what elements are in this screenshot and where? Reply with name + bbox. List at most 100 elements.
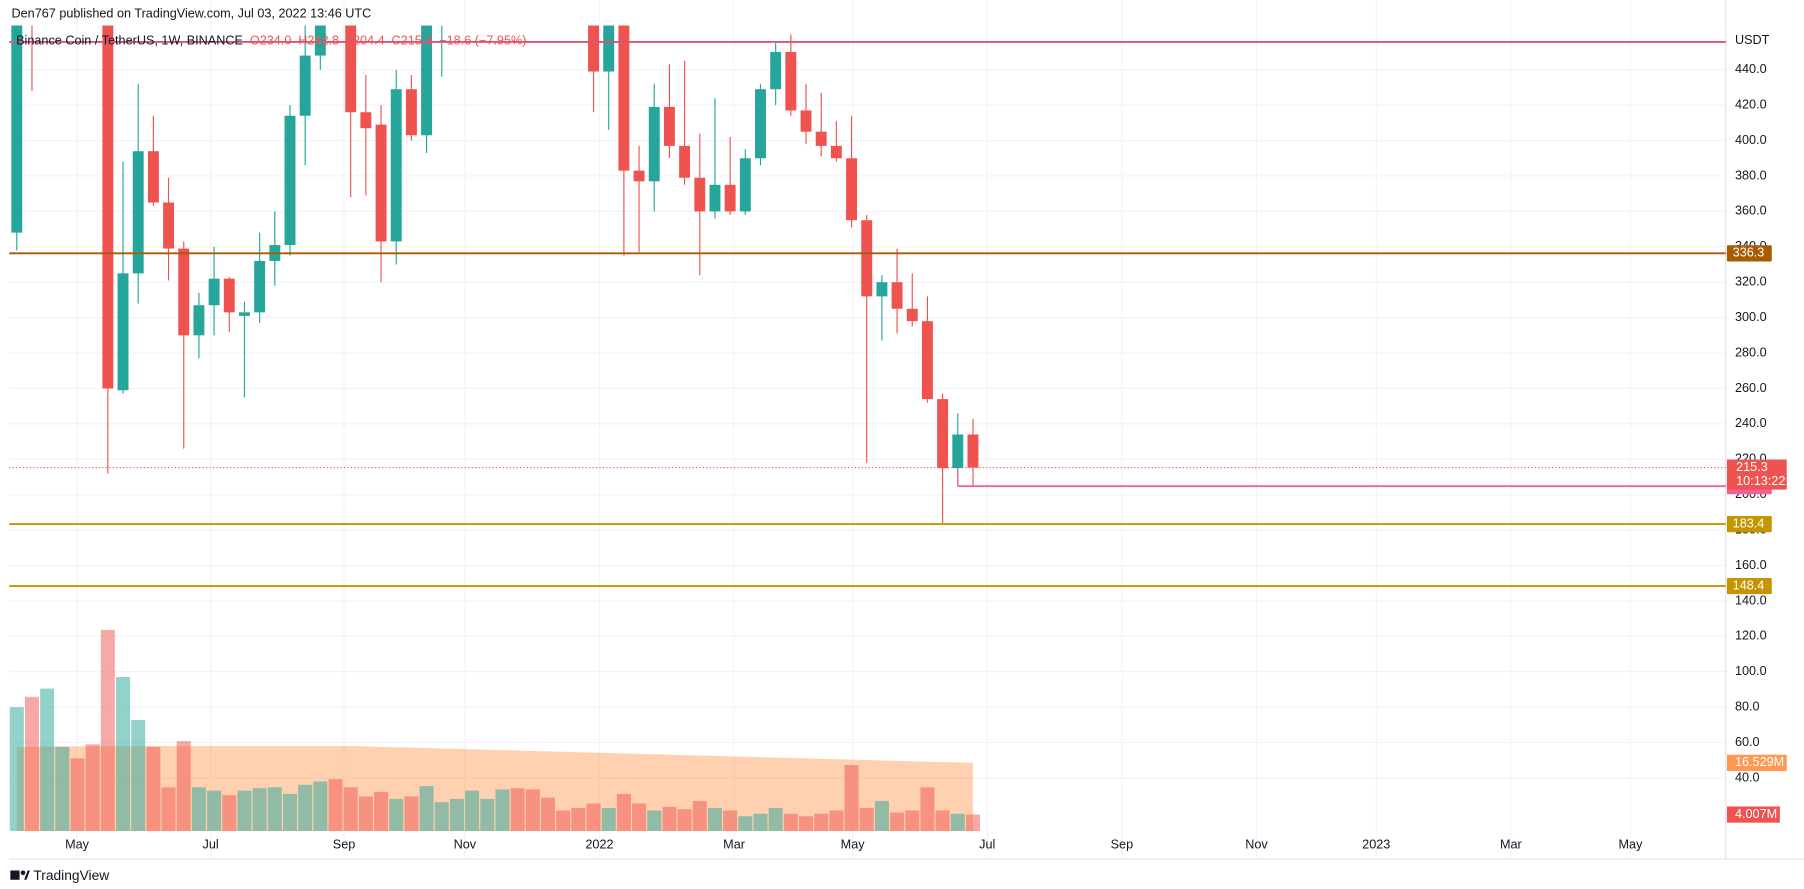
x-tick-label: May bbox=[1619, 837, 1644, 851]
volume-bar bbox=[935, 810, 950, 832]
y-tick-label: 80.0 bbox=[1735, 700, 1760, 714]
volume-badge bbox=[1726, 806, 1780, 823]
volume-bar bbox=[449, 798, 464, 832]
volume-bar bbox=[920, 787, 935, 832]
volume-bar bbox=[298, 784, 313, 832]
candle-body bbox=[967, 434, 979, 468]
candle-body bbox=[876, 282, 888, 297]
candle-body bbox=[603, 25, 615, 72]
x-tick-label: May bbox=[65, 837, 90, 851]
legend-high: H242.8 bbox=[298, 34, 339, 48]
price-badge bbox=[1726, 515, 1772, 533]
candle-body bbox=[117, 273, 129, 391]
legend-close: C215.3 bbox=[392, 34, 433, 48]
volume-bar bbox=[874, 800, 889, 832]
y-tick-label: 100.0 bbox=[1735, 664, 1767, 678]
volume-bar bbox=[510, 788, 525, 832]
volume-ma-badge bbox=[1726, 754, 1787, 771]
x-tick-label: 2023 bbox=[1362, 837, 1390, 851]
brand-logo bbox=[10, 870, 30, 880]
x-tick-label: 2022 bbox=[585, 837, 613, 851]
candle-body bbox=[755, 89, 766, 159]
volume-bar bbox=[723, 810, 738, 832]
volume-bar bbox=[601, 807, 616, 832]
candle-body bbox=[193, 305, 205, 336]
candle-body bbox=[11, 25, 23, 233]
candle-body bbox=[952, 434, 964, 469]
volume-bar bbox=[465, 790, 480, 832]
publisher: Den767 published on TradingView.com, Jul… bbox=[12, 6, 372, 20]
candle-body bbox=[102, 25, 114, 389]
legend-change: −18.6 (−7.95%) bbox=[439, 34, 526, 48]
volume-bar bbox=[525, 789, 540, 832]
candle-body bbox=[679, 145, 691, 178]
candle-body bbox=[588, 25, 599, 72]
candle-body bbox=[633, 170, 645, 182]
candle-body bbox=[421, 25, 433, 136]
volume-bar bbox=[419, 786, 434, 832]
volume-bar bbox=[692, 800, 707, 832]
volume-bar bbox=[814, 813, 829, 832]
candle-body bbox=[345, 25, 357, 113]
candle-body bbox=[937, 399, 949, 469]
candle-body bbox=[405, 89, 417, 136]
volume-bar bbox=[556, 810, 571, 832]
volume-bar bbox=[237, 790, 252, 832]
x-tick-label: Mar bbox=[723, 837, 746, 851]
candle-body bbox=[284, 115, 296, 246]
candle-body bbox=[906, 308, 918, 322]
candle-body bbox=[132, 151, 144, 274]
price-badge-label: 336.3 bbox=[1733, 246, 1765, 260]
volume-bar bbox=[358, 796, 373, 832]
volume-bar bbox=[252, 788, 267, 832]
volume-bar bbox=[586, 803, 601, 832]
symbol: Binance Coin / TetherUS, 1W, BINANCE bbox=[16, 34, 243, 48]
volume-bar bbox=[131, 719, 146, 832]
x-tick-label: Jul bbox=[203, 837, 219, 851]
candle-body bbox=[223, 278, 235, 313]
candle-body bbox=[178, 248, 190, 336]
candle-body bbox=[709, 184, 721, 212]
price-badge-label: 215.3 bbox=[1736, 460, 1768, 474]
volume-bar bbox=[647, 810, 662, 832]
volume-bar bbox=[267, 787, 282, 832]
y-tick-label: 40.0 bbox=[1735, 770, 1760, 784]
candle-body bbox=[360, 112, 372, 129]
volume-bar bbox=[859, 807, 874, 832]
y-tick-label: 420.0 bbox=[1735, 97, 1767, 111]
legend-low: L204.4 bbox=[346, 34, 385, 48]
volume-bar bbox=[282, 793, 297, 832]
volume-bar bbox=[495, 789, 510, 832]
candle-body bbox=[739, 158, 751, 212]
y-tick-label: 240.0 bbox=[1735, 416, 1767, 430]
candle-body bbox=[724, 184, 736, 212]
volume-bar bbox=[70, 758, 85, 832]
x-tick-label: Nov bbox=[1245, 837, 1268, 851]
y-tick-label: 60.0 bbox=[1735, 735, 1760, 749]
legend: Binance Coin / TetherUS, 1W, BINANCE O234… bbox=[16, 34, 526, 48]
candle-body bbox=[891, 282, 903, 309]
volume-bar bbox=[313, 781, 328, 832]
x-tick-label: Mar bbox=[1500, 837, 1523, 851]
volume-bar bbox=[24, 696, 39, 832]
y-tick-label: 160.0 bbox=[1735, 558, 1767, 572]
volume-bar bbox=[161, 787, 176, 832]
candle-body bbox=[390, 89, 402, 242]
volume-bar bbox=[40, 688, 55, 832]
grid bbox=[9, 0, 1726, 859]
volume-bar bbox=[55, 746, 70, 832]
candle-body bbox=[694, 177, 706, 212]
countdown: 10:13:22 bbox=[1736, 474, 1785, 488]
volume-bar bbox=[707, 807, 722, 832]
volume-bar bbox=[540, 797, 556, 832]
y-tick-label: 360.0 bbox=[1735, 204, 1767, 218]
volume-bar bbox=[799, 816, 814, 832]
volume-bar bbox=[950, 813, 965, 832]
volume-bar bbox=[389, 798, 404, 832]
brand: TradingView bbox=[33, 867, 110, 883]
candle-body bbox=[800, 110, 812, 132]
volume-bar bbox=[662, 806, 677, 832]
volume-bar bbox=[191, 787, 206, 832]
volume-bar bbox=[100, 629, 115, 832]
